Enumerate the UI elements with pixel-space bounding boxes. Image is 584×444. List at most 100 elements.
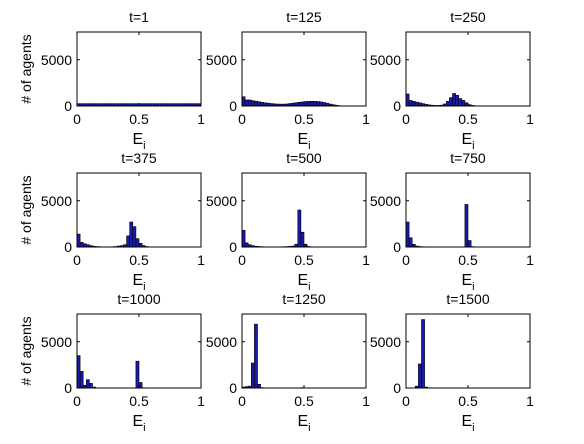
x-tick-label: 0	[402, 252, 410, 268]
x-axis-label: Ei	[297, 131, 310, 152]
histogram-bar	[465, 204, 468, 247]
x-tick-label: 0.5	[129, 252, 149, 268]
x-tick-label: 1	[362, 111, 370, 127]
histogram-bar	[449, 98, 452, 106]
histogram-bar	[298, 102, 301, 106]
panel-title: t=250	[450, 9, 486, 25]
x-tick-label: 0.5	[294, 393, 314, 409]
panel-title: t=750	[450, 150, 486, 166]
histogram-bar	[130, 222, 133, 247]
histogram-bar	[412, 101, 415, 106]
histogram-bar	[133, 227, 136, 247]
x-tick-label: 0	[238, 393, 246, 409]
x-tick-label: 0.5	[294, 252, 314, 268]
histogram-bar	[446, 101, 449, 106]
x-axis-label: Ei	[132, 413, 145, 434]
y-tick-label: 5000	[41, 52, 72, 68]
x-tick-label: 1	[197, 393, 205, 409]
panel-title: t=125	[286, 9, 322, 25]
x-tick-label: 1	[197, 252, 205, 268]
panel-title: t=1500	[446, 291, 489, 307]
y-axis-label: # of agents	[18, 34, 34, 103]
histogram-bar	[80, 371, 83, 388]
y-tick-label: 5000	[206, 193, 237, 209]
y-tick-label: 0	[229, 98, 237, 114]
x-tick-label: 0	[402, 393, 410, 409]
y-tick-label: 0	[64, 239, 72, 255]
panel-title: t=375	[121, 150, 157, 166]
y-tick-label: 0	[393, 380, 401, 396]
axes-frame	[242, 32, 366, 106]
x-tick-label: 0	[73, 111, 81, 127]
x-axis-label: Ei	[461, 413, 474, 434]
y-tick-label: 5000	[370, 193, 401, 209]
histogram-bar	[409, 100, 412, 106]
histogram-bar	[245, 243, 248, 247]
histogram-bar	[456, 95, 459, 106]
y-axis-label: # of agents	[18, 175, 34, 244]
histogram-bar	[418, 364, 421, 388]
histogram-panel: 0 0.5 1 0 5000 t=1000 Ei # of agents	[18, 291, 205, 434]
y-tick-label: 5000	[206, 334, 237, 350]
histogram-bar	[313, 101, 316, 106]
histogram-bar	[127, 236, 130, 247]
axes-frame	[242, 314, 366, 388]
histogram-bar	[310, 101, 313, 106]
y-tick-label: 0	[64, 380, 72, 396]
x-tick-label: 0	[73, 393, 81, 409]
histogram-bar	[307, 101, 310, 106]
histogram-bar	[320, 102, 323, 106]
x-tick-label: 0	[402, 111, 410, 127]
histogram-bar	[80, 242, 83, 247]
y-tick-label: 0	[229, 380, 237, 396]
x-tick-label: 0.5	[458, 252, 478, 268]
histogram-bar	[136, 361, 139, 388]
x-axis-label: Ei	[461, 131, 474, 152]
y-axis-label: # of agents	[18, 316, 34, 385]
axes-frame	[77, 173, 201, 247]
x-tick-label: 1	[197, 111, 205, 127]
histogram-bar	[251, 363, 254, 388]
histogram-bar	[254, 324, 257, 388]
y-tick-label: 5000	[41, 334, 72, 350]
x-tick-label: 1	[362, 252, 370, 268]
y-tick-label: 5000	[206, 52, 237, 68]
x-tick-label: 0	[238, 111, 246, 127]
panel-title: t=500	[286, 150, 322, 166]
x-tick-label: 1	[362, 393, 370, 409]
y-tick-label: 0	[64, 98, 72, 114]
histogram-bar	[89, 383, 92, 388]
histogram-bar	[409, 238, 412, 247]
x-tick-label: 1	[526, 393, 534, 409]
x-tick-label: 1	[526, 252, 534, 268]
histogram-bar	[415, 102, 418, 106]
x-tick-label: 0.5	[129, 393, 149, 409]
histogram-bar	[261, 102, 264, 106]
x-tick-label: 0	[73, 252, 81, 268]
histogram-bar	[248, 100, 251, 106]
x-axis-label: Ei	[132, 131, 145, 152]
x-axis-label: Ei	[297, 272, 310, 293]
x-tick-label: 0.5	[458, 393, 478, 409]
histogram-panel: 0 0.5 1 0 5000 t=750 Ei	[370, 150, 534, 293]
x-tick-label: 0	[238, 252, 246, 268]
histogram-bar	[298, 210, 301, 247]
x-axis-label: Ei	[461, 272, 474, 293]
histogram-bar	[258, 102, 261, 106]
y-tick-label: 0	[393, 98, 401, 114]
y-tick-label: 5000	[41, 193, 72, 209]
x-tick-label: 0.5	[458, 111, 478, 127]
histogram-bar	[323, 102, 326, 106]
histogram-bar	[422, 320, 425, 388]
panel-title: t=1000	[117, 291, 160, 307]
histogram-bar	[258, 384, 261, 388]
panel-title: t=1250	[282, 291, 325, 307]
y-tick-label: 0	[393, 239, 401, 255]
